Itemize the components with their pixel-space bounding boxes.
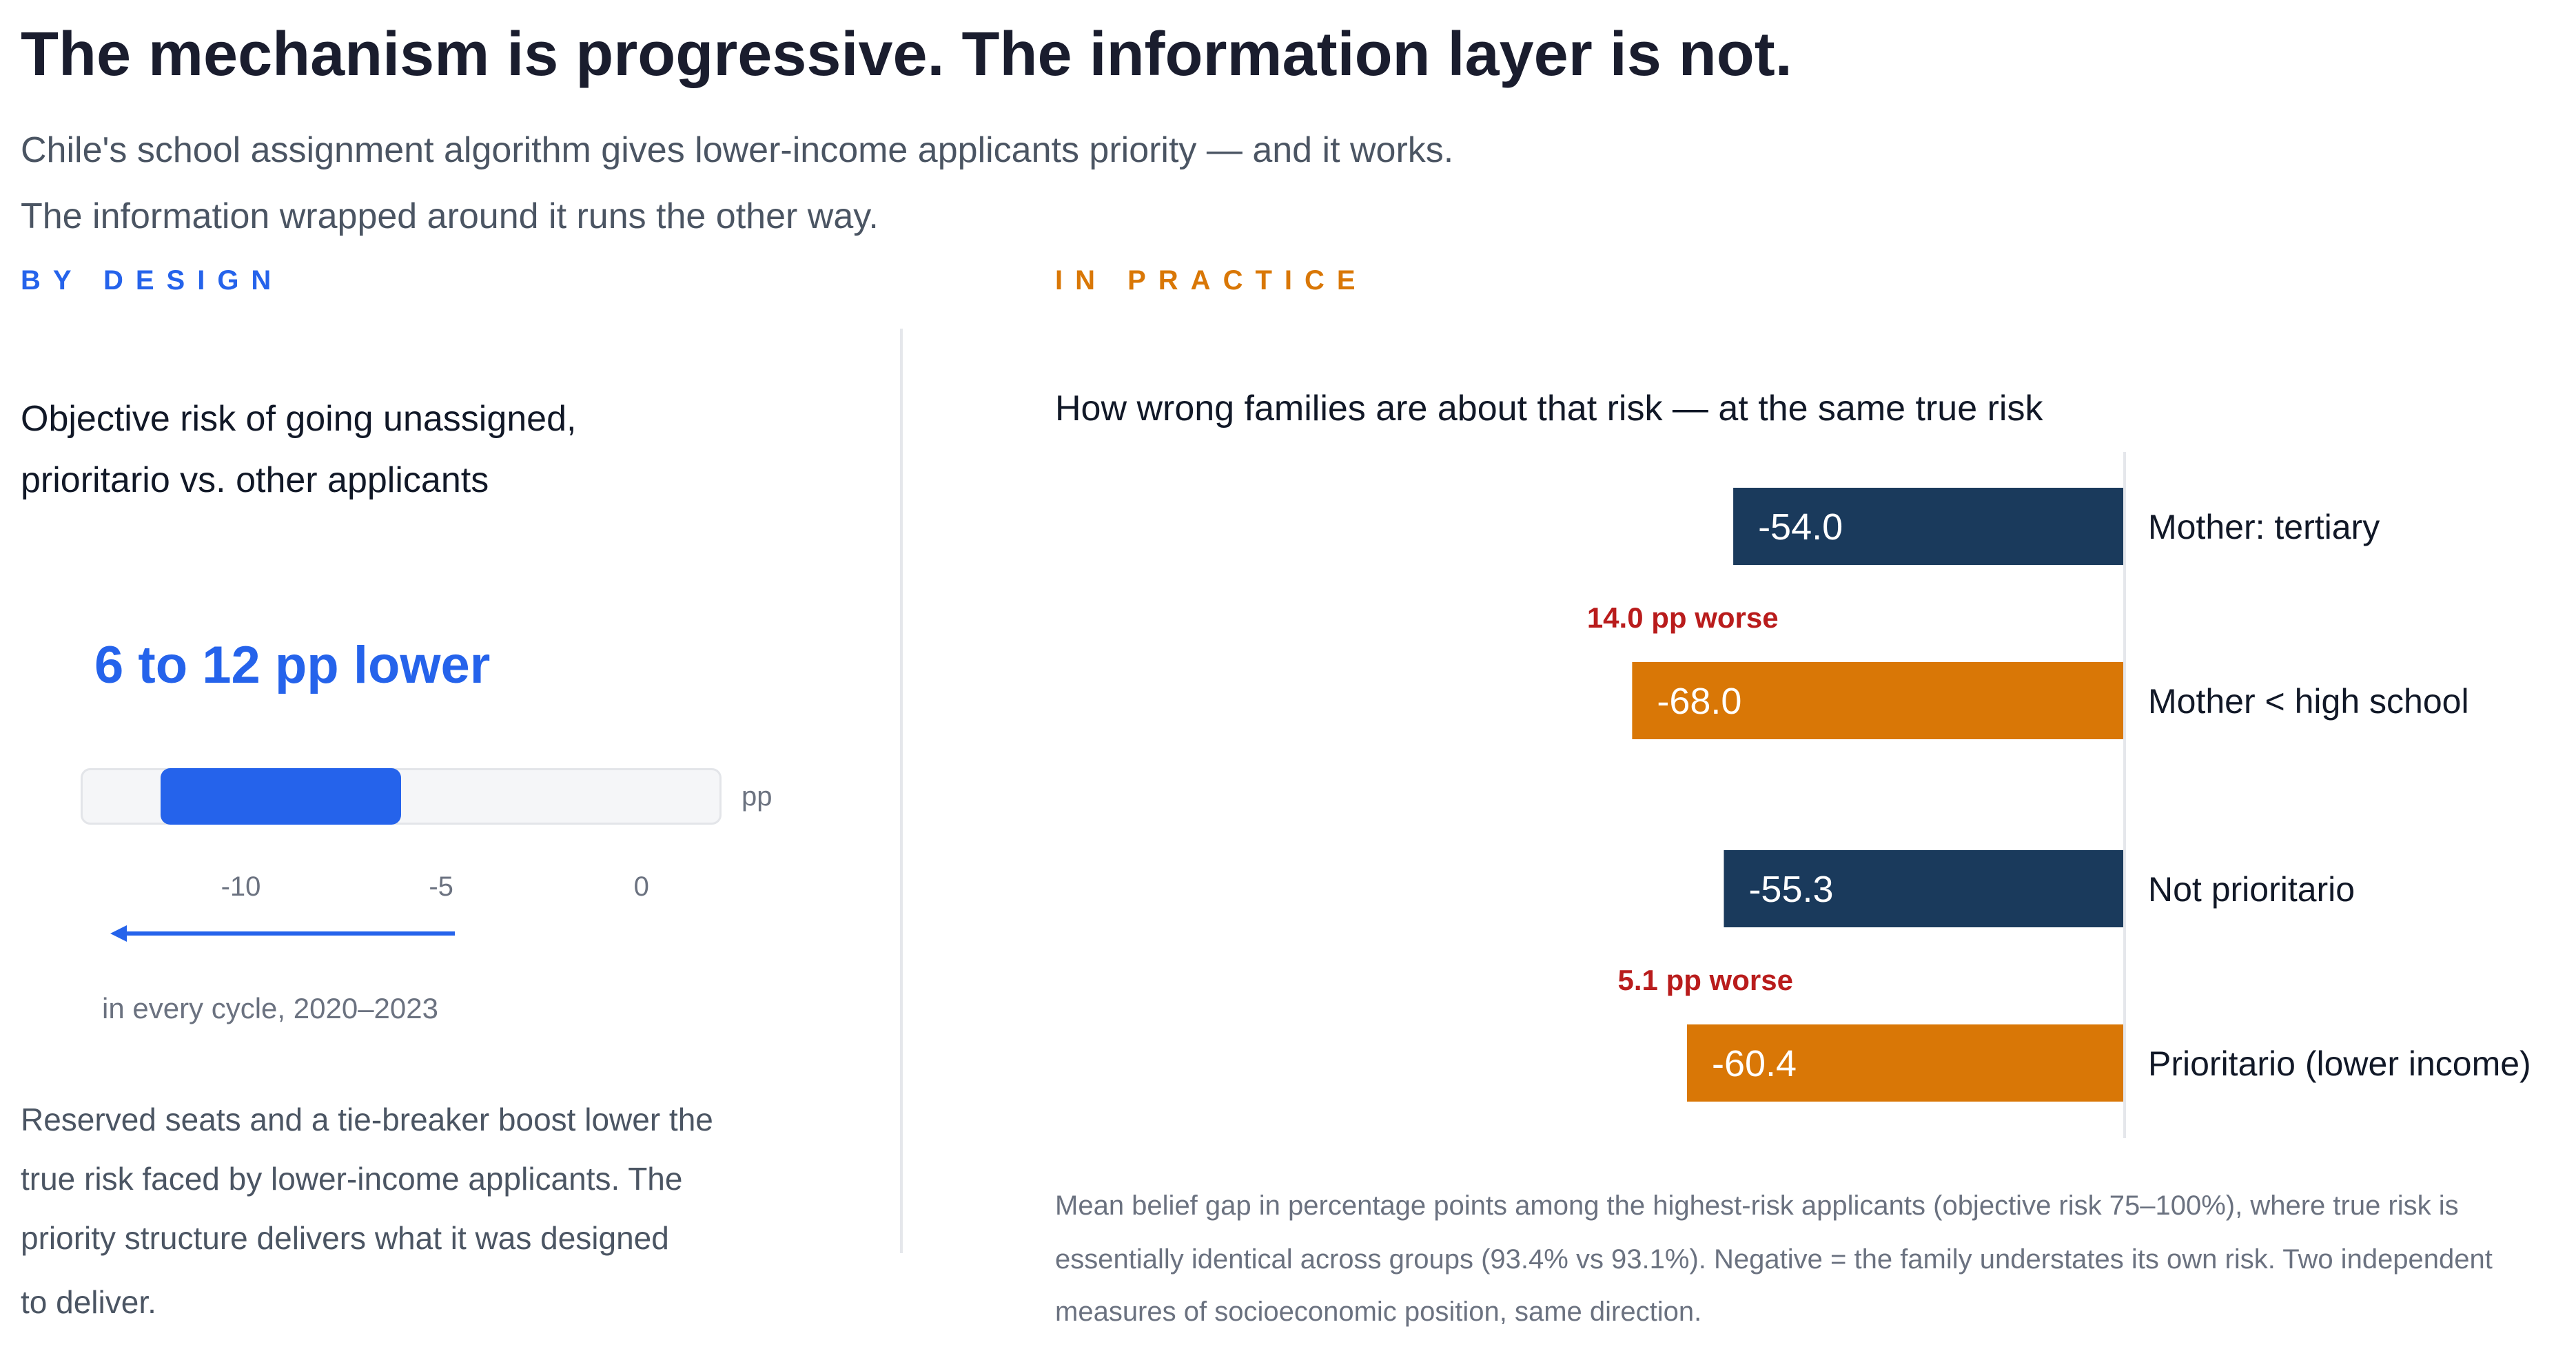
panel-divider	[900, 329, 903, 1253]
left-paragraph-line-1: Reserved seats and a tie-breaker boost l…	[21, 1102, 713, 1137]
range-tick-label: 0	[633, 872, 649, 902]
bar	[1733, 488, 2123, 565]
page-title: The mechanism is progressive. The inform…	[21, 20, 1792, 89]
left-paragraph-line-4: to deliver.	[21, 1284, 156, 1320]
risk-range-fill	[161, 768, 401, 825]
bar	[1632, 662, 2123, 739]
category-label: Mother: tertiary	[2148, 508, 2380, 546]
worse-annotation: 14.0 pp worse	[1587, 601, 1779, 634]
subtitle-line-1: Chile's school assignment algorithm give…	[21, 130, 1454, 170]
range-unit-label: pp	[742, 781, 773, 812]
risk-range-headline: 6 to 12 pp lower	[94, 636, 491, 694]
range-tick-label: -10	[221, 872, 261, 902]
left-question-line-2: prioritario vs. other applicants	[21, 460, 489, 500]
by-design-kicker: BY DESIGN	[21, 265, 284, 296]
bar	[1724, 850, 2123, 927]
bar-value-label: -68.0	[1657, 681, 1741, 722]
in-practice-kicker: IN PRACTICE	[1055, 265, 1368, 296]
category-label: Not prioritario	[2148, 870, 2355, 909]
category-label: Mother < high school	[2148, 682, 2469, 721]
category-label: Prioritario (lower income)	[2148, 1044, 2531, 1083]
cycle-note: in every cycle, 2020–2023	[102, 992, 438, 1024]
footnote-line-3: measures of socioeconomic position, same…	[1055, 1297, 1702, 1327]
range-tick-label: -5	[429, 872, 453, 902]
bar	[1687, 1024, 2123, 1102]
left-question-line-1: Objective risk of going unassigned,	[21, 399, 577, 439]
left-arrow-icon	[110, 925, 455, 942]
left-paragraph-line-3: priority structure delivers what it was …	[21, 1220, 669, 1256]
chart-question: How wrong families are about that risk —…	[1055, 389, 2043, 429]
bar-value-label: -54.0	[1758, 506, 1843, 548]
left-paragraph-line-2: true risk faced by lower-income applican…	[21, 1161, 683, 1197]
subtitle-line-2: The information wrapped around it runs t…	[21, 196, 879, 236]
bar-value-label: -55.3	[1748, 869, 1833, 910]
worse-annotation: 5.1 pp worse	[1618, 964, 1793, 996]
footnote-line-2: essentially identical across groups (93.…	[1055, 1244, 2493, 1275]
footnote-line-1: Mean belief gap in percentage points amo…	[1055, 1190, 2459, 1221]
bar-value-label: -60.4	[1712, 1043, 1797, 1084]
